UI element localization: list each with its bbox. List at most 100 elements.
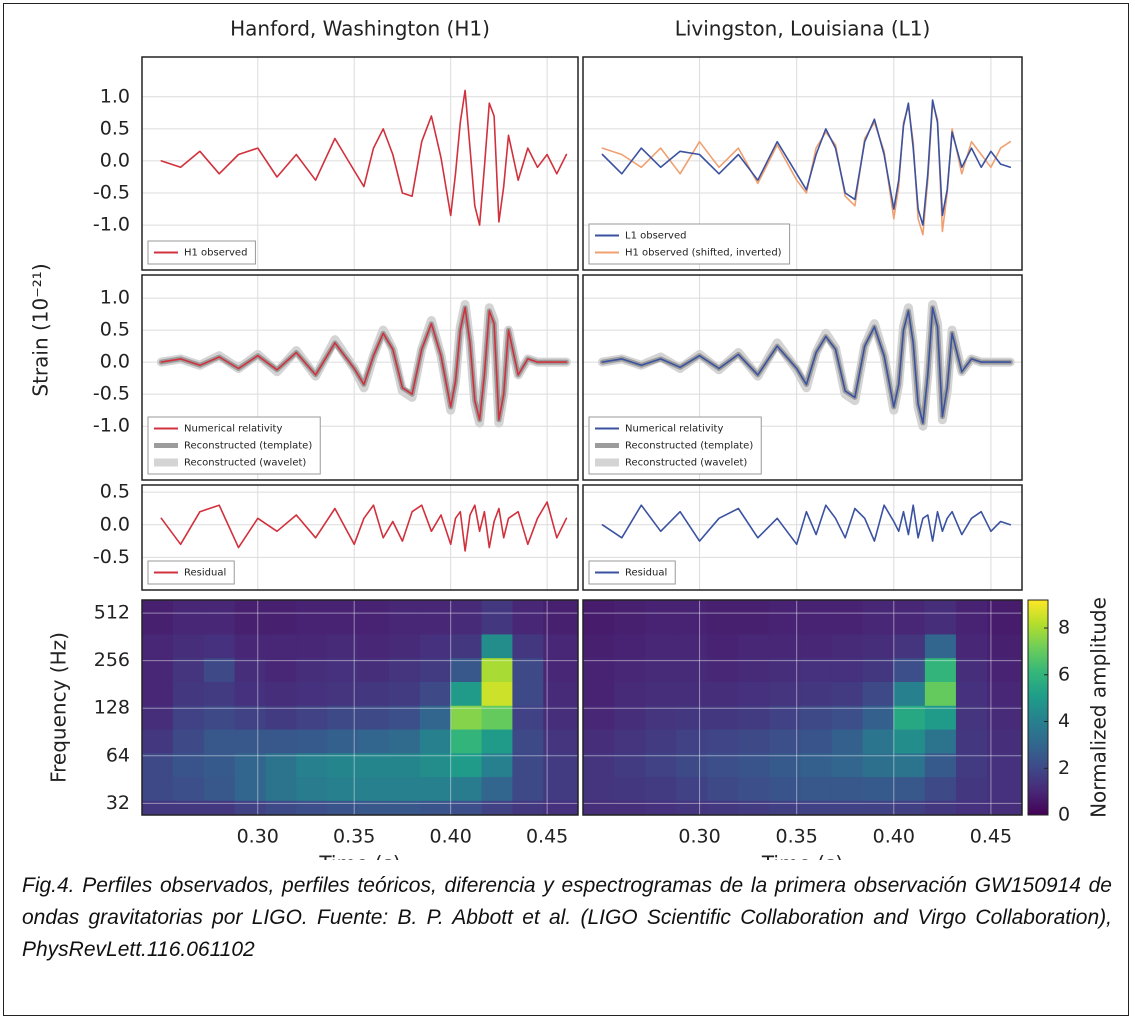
heatmap-cell [543, 752, 578, 778]
legend-box [588, 223, 791, 265]
heatmap-cell [862, 752, 895, 778]
heatmap-cell [893, 776, 926, 801]
heatmap-cell [358, 752, 390, 778]
heatmap-cell [676, 776, 708, 801]
panel-title: Hanford, Washington (H1) [230, 17, 490, 41]
heatmap-cell [955, 633, 988, 659]
heatmap-cell [481, 800, 514, 815]
heatmap-cell [543, 633, 578, 659]
heatmap-cell [955, 776, 988, 801]
caption: Fig.4. Perfiles observados, perfiles teó… [22, 874, 1112, 961]
heatmap-cell [831, 633, 864, 659]
heatmap-cell [707, 600, 739, 635]
heatmap-cell [924, 752, 957, 778]
heatmap-cell [234, 681, 267, 706]
heatmap-cell [924, 633, 957, 659]
heatmap-cell [419, 705, 452, 730]
heatmap-cell [512, 600, 544, 635]
heatmap-cell [481, 633, 514, 659]
heatmap-cell [862, 705, 895, 730]
heatmap-cell [172, 776, 205, 801]
heatmap-cell [676, 657, 708, 682]
heatmap-cell [419, 600, 452, 635]
heatmap-cell [296, 681, 328, 706]
heatmap-cell [614, 728, 646, 754]
panel-frame [141, 56, 579, 271]
heatmap-cell [543, 776, 578, 801]
panel-title: Livingston, Louisiana (L1) [675, 17, 931, 41]
heatmap-cell [265, 800, 297, 815]
heatmap-cell [296, 800, 328, 815]
heatmap-cell [893, 752, 926, 778]
heatmap-cell [893, 633, 926, 659]
heatmap-cell [358, 800, 390, 815]
colorbar-tick-label: 0 [1058, 804, 1070, 826]
heatmap-cell [512, 633, 544, 659]
y-tick-label: 0.5 [100, 117, 130, 139]
heatmap-cell [769, 657, 802, 682]
heatmap-cell [707, 728, 739, 754]
heatmap-cell [707, 657, 739, 682]
figure-frame [3, 3, 1129, 1016]
x-tick-label: 0.40 [873, 826, 915, 848]
panel-frame [141, 484, 579, 591]
heatmap-cell [419, 776, 452, 801]
heatmap-cell [450, 633, 483, 659]
heatmap-cell [296, 600, 328, 635]
legend-label: Reconstructed (template) [625, 441, 753, 452]
heatmap-cell [358, 705, 390, 730]
heatmap-cell [738, 800, 771, 815]
heatmap-cell [234, 728, 267, 754]
heatmap-cell [481, 728, 514, 754]
heatmap-cell [769, 752, 802, 778]
heatmap-cell [862, 657, 895, 682]
heatmap-cell [769, 776, 802, 801]
heatmap-cell [738, 633, 771, 659]
heatmap-cell [924, 800, 957, 815]
heatmap-cell [327, 600, 359, 635]
legend: Numerical relativity Reconstructed (templ… [588, 416, 762, 475]
legend-label: Residual [184, 568, 226, 579]
plot-area [583, 600, 1022, 815]
heatmap-cell [142, 657, 174, 682]
colorbar-tick-label: 4 [1058, 710, 1070, 732]
heatmap-cell [924, 776, 957, 801]
heatmap-cell [203, 728, 236, 754]
heatmap-cell [203, 705, 236, 730]
legend-label: H1 observed [184, 248, 247, 259]
heatmap-cell [142, 776, 174, 801]
x-tick-label: 0.30 [237, 826, 279, 848]
heatmap-cell [893, 681, 926, 706]
heatmap-cell [614, 800, 646, 815]
heatmap-cell [203, 633, 236, 659]
heatmap-cell [645, 705, 677, 730]
heatmap-cell [450, 800, 483, 815]
heatmap-cell [893, 800, 926, 815]
x-axis-label: Time (s) [318, 852, 400, 861]
heatmap-cell [800, 752, 833, 778]
heatmap-cell [142, 705, 174, 730]
heatmap-cell [955, 705, 988, 730]
heatmap-cell [831, 681, 864, 706]
heatmap-cell [358, 728, 390, 754]
y-tick-label: 0.0 [100, 149, 130, 171]
plot-area [142, 600, 578, 815]
heatmap-cell [769, 600, 802, 635]
heatmap-cell [265, 600, 297, 635]
heatmap-cell [234, 705, 267, 730]
heatmap-cell [296, 657, 328, 682]
legend-label: Reconstructed (template) [184, 441, 312, 452]
heatmap-cell [583, 633, 615, 659]
heatmap-cell [707, 681, 739, 706]
legend-label: Residual [625, 568, 667, 579]
heatmap-cell [512, 800, 544, 815]
heatmap-cell [419, 633, 452, 659]
plot-area [142, 485, 578, 590]
heatmap-cell [172, 728, 205, 754]
heatmap-cell [987, 752, 1022, 778]
heatmap-cell [388, 776, 421, 801]
heatmap-cell [676, 800, 708, 815]
heatmap-cell [769, 728, 802, 754]
x-tick-label: 0.35 [776, 826, 818, 848]
